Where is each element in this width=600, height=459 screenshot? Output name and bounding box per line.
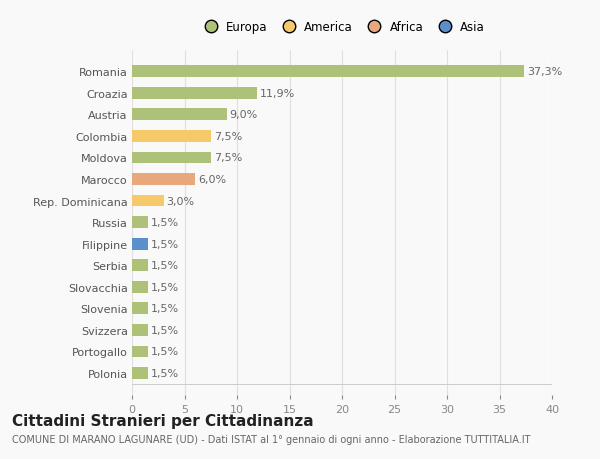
Text: 1,5%: 1,5% <box>151 304 179 313</box>
Bar <box>132 281 148 293</box>
Text: 1,5%: 1,5% <box>151 261 179 271</box>
Text: COMUNE DI MARANO LAGUNARE (UD) - Dati ISTAT al 1° gennaio di ogni anno - Elabora: COMUNE DI MARANO LAGUNARE (UD) - Dati IS… <box>12 434 530 444</box>
Text: 1,5%: 1,5% <box>151 218 179 228</box>
Bar <box>132 174 195 185</box>
Text: 11,9%: 11,9% <box>260 89 295 99</box>
Bar <box>132 195 163 207</box>
Bar <box>132 324 148 336</box>
Text: 3,0%: 3,0% <box>167 196 195 206</box>
Bar <box>132 367 148 379</box>
Bar <box>132 217 148 229</box>
Text: Cittadini Stranieri per Cittadinanza: Cittadini Stranieri per Cittadinanza <box>12 413 314 428</box>
Text: 37,3%: 37,3% <box>527 67 562 77</box>
Bar <box>132 109 227 121</box>
Text: 1,5%: 1,5% <box>151 239 179 249</box>
Text: 7,5%: 7,5% <box>214 132 242 141</box>
Bar <box>132 303 148 314</box>
Bar <box>132 152 211 164</box>
Bar <box>132 346 148 358</box>
Bar <box>132 66 524 78</box>
Bar <box>132 88 257 100</box>
Text: 9,0%: 9,0% <box>230 110 258 120</box>
Text: 1,5%: 1,5% <box>151 368 179 378</box>
Bar <box>132 131 211 142</box>
Text: 1,5%: 1,5% <box>151 347 179 357</box>
Bar <box>132 260 148 272</box>
Legend: Europa, America, Africa, Asia: Europa, America, Africa, Asia <box>197 18 487 36</box>
Text: 1,5%: 1,5% <box>151 282 179 292</box>
Text: 6,0%: 6,0% <box>198 174 226 185</box>
Text: 1,5%: 1,5% <box>151 325 179 335</box>
Text: 7,5%: 7,5% <box>214 153 242 163</box>
Bar <box>132 238 148 250</box>
